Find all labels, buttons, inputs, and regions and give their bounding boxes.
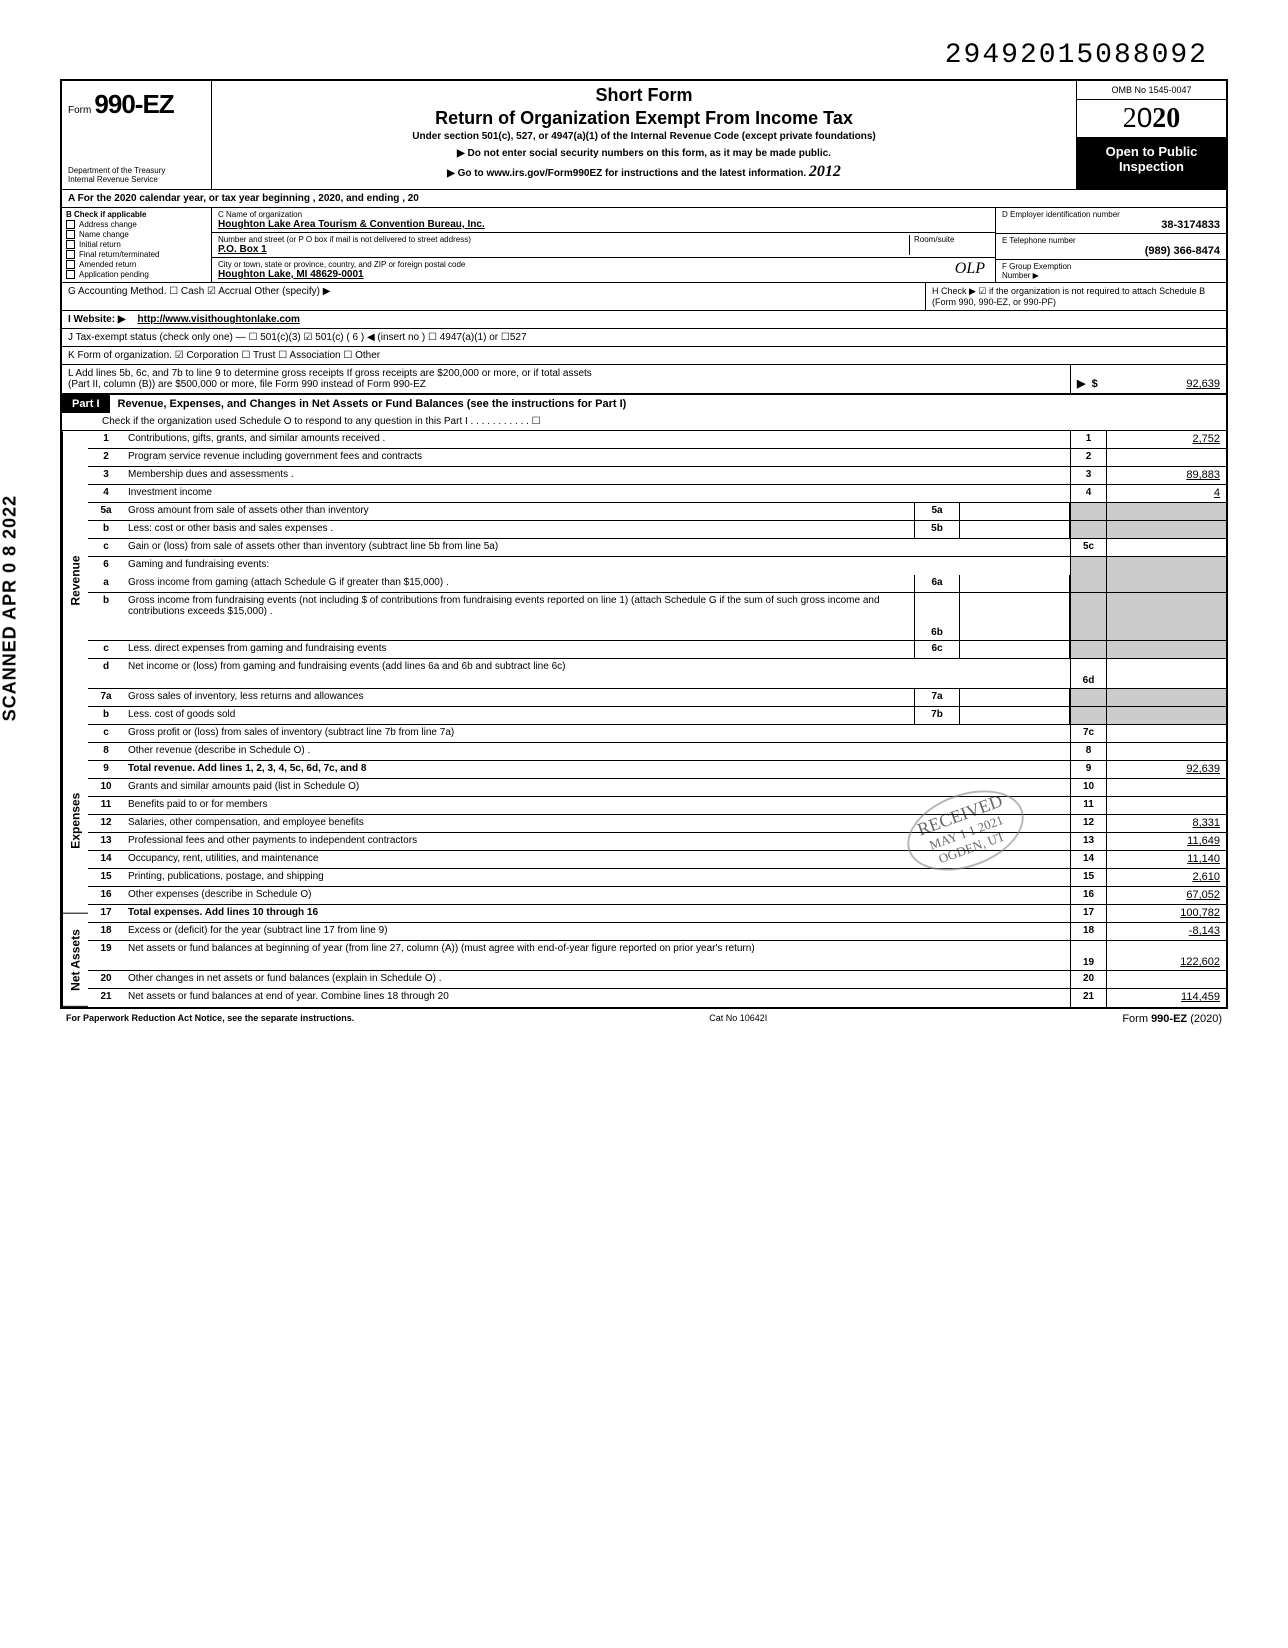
form-prefix: Form [68, 105, 91, 116]
form-header: Form 990-EZ Department of the Treasury I… [60, 79, 1228, 189]
chk-address[interactable]: Address change [79, 220, 137, 229]
column-c: C Name of organization Houghton Lake Are… [212, 208, 996, 282]
line-l-value: 92,639 [1098, 378, 1220, 390]
group-exempt-label: F Group Exemption [1002, 262, 1220, 271]
chk-name[interactable]: Name change [79, 230, 129, 239]
short-form-label: Short Form [220, 85, 1068, 106]
tax-year: 2020 [1077, 100, 1226, 138]
document-number: 29492015088092 [60, 40, 1228, 71]
calendar-year-line: A For the 2020 calendar year, or tax yea… [60, 189, 1228, 208]
phone-value: (989) 366-8474 [1002, 245, 1220, 257]
group-exempt-number: Number ▶ [1002, 271, 1220, 280]
val-13: 11,649 [1187, 835, 1220, 847]
line-k: K Form of organization. ☑ Corporation ☐ … [60, 346, 1228, 364]
footer: For Paperwork Reduction Act Notice, see … [60, 1007, 1228, 1029]
part1-label: Part I [62, 395, 110, 413]
val-11 [1106, 797, 1226, 814]
title-box: Short Form Return of Organization Exempt… [212, 81, 1076, 189]
phone-label: E Telephone number [1002, 236, 1220, 245]
val-1: 2,752 [1192, 433, 1220, 445]
netassets-side-label: Net Assets [62, 914, 88, 1007]
revenue-table: Revenue Expenses Net Assets 1Contributio… [60, 431, 1228, 1007]
right-header-box: OMB No 1545-0047 2020 Open to Public Ins… [1076, 81, 1226, 189]
chk-pending[interactable]: Application pending [79, 270, 149, 279]
line-l2: (Part II, column (B)) are $500,000 or mo… [68, 379, 1064, 390]
val-4: 4 [1214, 487, 1220, 499]
val-8 [1106, 743, 1226, 760]
revenue-side-label: Revenue [62, 431, 88, 729]
city: Houghton Lake, MI 48629-0001 [218, 269, 989, 280]
ein-label: D Employer identification number [1002, 210, 1220, 219]
form-number: 990-EZ [94, 89, 173, 119]
val-7c [1106, 725, 1226, 742]
val-5c [1106, 539, 1226, 556]
schedule-o-check: Check if the organization used Schedule … [60, 413, 1228, 431]
val-14: 11,140 [1187, 853, 1220, 865]
column-de: D Employer identification number 38-3174… [996, 208, 1226, 282]
ssn-warning: ▶ Do not enter social security numbers o… [220, 148, 1068, 159]
org-name: Houghton Lake Area Tourism & Convention … [218, 219, 989, 230]
val-15: 2,610 [1192, 871, 1220, 883]
address-label: Number and street (or P O box if mail is… [218, 235, 909, 244]
info-grid: B Check if applicable Address change Nam… [60, 208, 1228, 282]
subtitle: Under section 501(c), 527, or 4947(a)(1)… [220, 131, 1068, 142]
main-title: Return of Organization Exempt From Incom… [220, 108, 1068, 129]
val-9: 92,639 [1186, 763, 1220, 775]
val-10 [1106, 779, 1226, 796]
line-i-label: I Website: ▶ [62, 311, 132, 328]
website: http://www.visithoughtonlake.com [132, 311, 1226, 328]
ein-value: 38-3174833 [1002, 219, 1220, 231]
part1-title: Revenue, Expenses, and Changes in Net As… [110, 395, 1226, 413]
paperwork-notice: For Paperwork Reduction Act Notice, see … [66, 1013, 354, 1025]
val-12: 8,331 [1192, 817, 1220, 829]
chk-final[interactable]: Final return/terminated [79, 250, 159, 259]
catalog-number: Cat No 10642I [709, 1013, 767, 1025]
dept-irs: Internal Revenue Service [68, 176, 205, 185]
val-20 [1106, 971, 1226, 988]
val-3: 89,883 [1186, 469, 1220, 481]
form-number-box: Form 990-EZ Department of the Treasury I… [62, 81, 212, 189]
open-public-label: Open to Public Inspection [1077, 138, 1226, 189]
handwritten-olp: OLP [955, 260, 985, 278]
org-name-label: C Name of organization [218, 210, 989, 219]
part1-header: Part I Revenue, Expenses, and Changes in… [60, 394, 1228, 413]
val-18: -8,143 [1189, 925, 1220, 937]
line-l1: L Add lines 5b, 6c, and 7b to line 9 to … [68, 368, 1064, 379]
address: P.O. Box 1 [218, 244, 909, 255]
omb-number: OMB No 1545-0047 [1077, 81, 1226, 100]
column-b: B Check if applicable Address change Nam… [62, 208, 212, 282]
val-17: 100,782 [1180, 907, 1220, 919]
col-b-header: B Check if applicable [66, 210, 207, 219]
line-g: G Accounting Method. ☐ Cash ☑ Accrual Ot… [62, 283, 926, 310]
chk-amended[interactable]: Amended return [79, 260, 136, 269]
line-h: H Check ▶ ☑ if the organization is not r… [926, 283, 1226, 310]
val-6d [1106, 659, 1226, 688]
handwritten-2012: 2012 [809, 163, 841, 180]
chk-initial[interactable]: Initial return [79, 240, 121, 249]
val-2 [1106, 449, 1226, 466]
room-label: Room/suite [914, 235, 989, 244]
line-j: J Tax-exempt status (check only one) — ☐… [60, 328, 1228, 346]
form-footer: Form 990-EZ (2020) [1122, 1013, 1222, 1025]
val-21: 114,459 [1181, 991, 1220, 1003]
val-19: 122,602 [1180, 956, 1220, 968]
goto-instruction: ▶ Go to www.irs.gov/Form990EZ for instru… [220, 163, 1068, 181]
val-16: 67,052 [1186, 889, 1220, 901]
expenses-side-label: Expenses [62, 729, 88, 914]
city-label: City or town, state or province, country… [218, 260, 989, 269]
scanned-stamp: SCANNED APR 0 8 2022 [0, 495, 21, 721]
